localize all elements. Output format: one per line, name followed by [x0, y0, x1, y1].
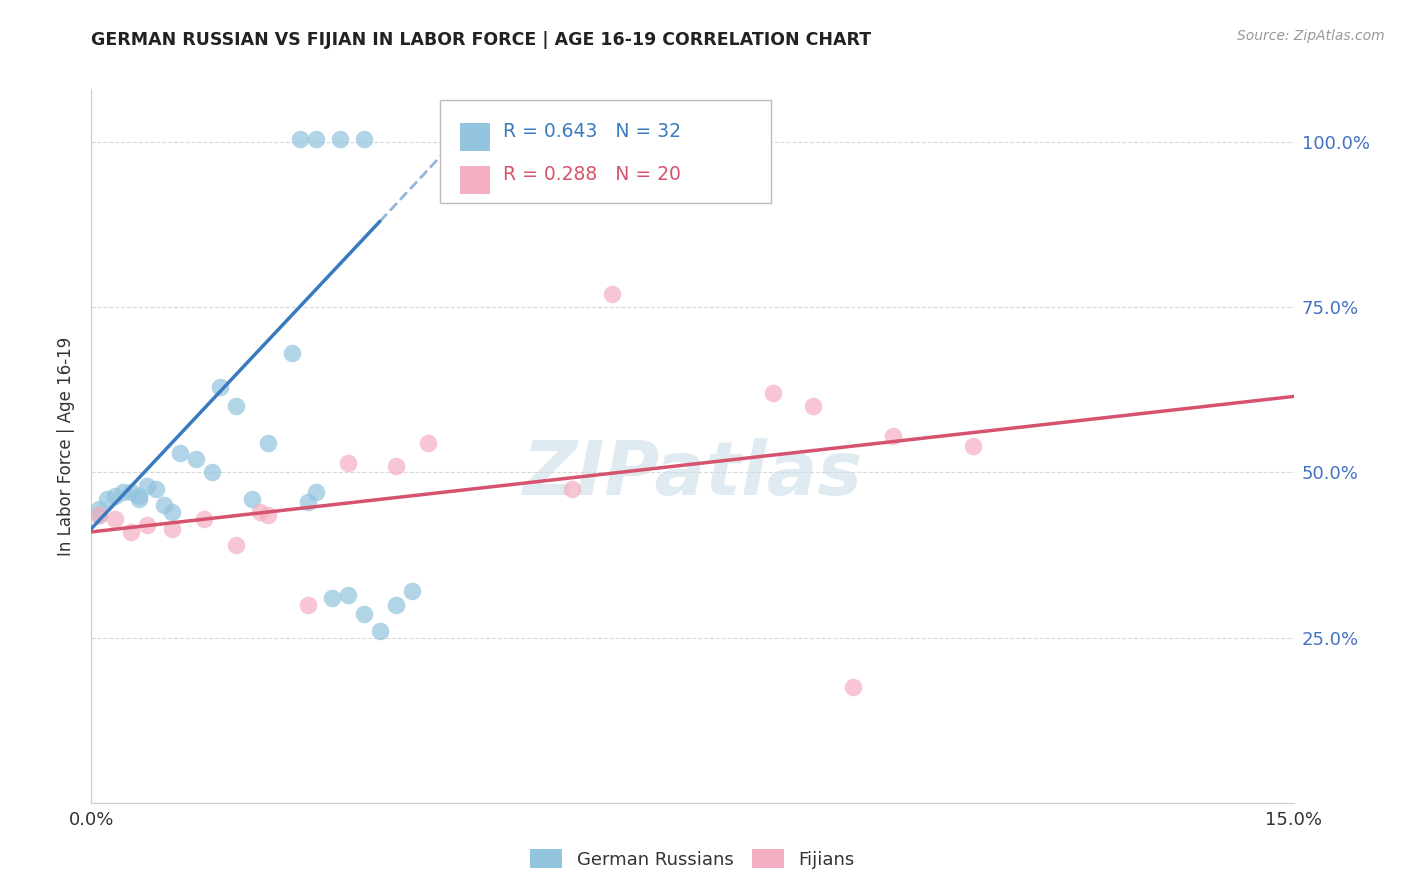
Point [89, 501, 111, 516]
Point [305, 485, 328, 500]
Point [121, 485, 143, 500]
Point [329, 132, 352, 146]
Point [385, 458, 408, 473]
Point [336, 588, 359, 602]
Text: R = 0.643   N = 32: R = 0.643 N = 32 [502, 122, 681, 141]
Point [602, 287, 624, 301]
Point [288, 132, 311, 146]
Point [561, 482, 583, 496]
Point [297, 598, 319, 612]
Point [321, 591, 343, 605]
Y-axis label: In Labor Force | Age 16-19: In Labor Force | Age 16-19 [58, 336, 76, 556]
Point [225, 400, 247, 414]
Point [841, 680, 863, 694]
Point [96, 491, 118, 506]
Point [305, 132, 328, 146]
Point [89, 508, 111, 523]
Point [160, 505, 183, 519]
Point [201, 466, 224, 480]
Point [281, 346, 304, 360]
Point [353, 607, 375, 622]
Point [184, 452, 207, 467]
Point [256, 435, 278, 450]
Point [128, 489, 150, 503]
Point [128, 491, 150, 506]
Point [145, 482, 167, 496]
Point [962, 439, 984, 453]
Point [256, 508, 278, 523]
Point [136, 478, 159, 492]
Point [104, 511, 127, 525]
Legend: German Russians, Fijians: German Russians, Fijians [523, 842, 862, 876]
Point [112, 485, 135, 500]
Point [208, 379, 231, 393]
Text: R = 0.288   N = 20: R = 0.288 N = 20 [502, 165, 681, 184]
Point [297, 495, 319, 509]
Point [416, 435, 439, 450]
Text: GERMAN RUSSIAN VS FIJIAN IN LABOR FORCE | AGE 16-19 CORRELATION CHART: GERMAN RUSSIAN VS FIJIAN IN LABOR FORCE … [91, 31, 872, 49]
Point [136, 518, 159, 533]
Point [193, 511, 215, 525]
Point [89, 508, 111, 523]
Point [801, 400, 824, 414]
Point [401, 584, 423, 599]
Point [882, 429, 904, 443]
Point [152, 499, 174, 513]
Text: Source: ZipAtlas.com: Source: ZipAtlas.com [1237, 29, 1385, 43]
Point [353, 132, 375, 146]
FancyBboxPatch shape [440, 100, 770, 203]
Point [225, 538, 247, 552]
Point [385, 598, 408, 612]
Point [169, 445, 191, 459]
Bar [460, 166, 491, 194]
Point [762, 386, 785, 401]
Point [336, 456, 359, 470]
Point [240, 491, 263, 506]
Point [249, 505, 271, 519]
Point [121, 524, 143, 539]
Bar [460, 123, 491, 152]
Text: ZIPatlas: ZIPatlas [523, 438, 862, 511]
Point [368, 624, 391, 638]
Point [104, 489, 127, 503]
Point [160, 522, 183, 536]
